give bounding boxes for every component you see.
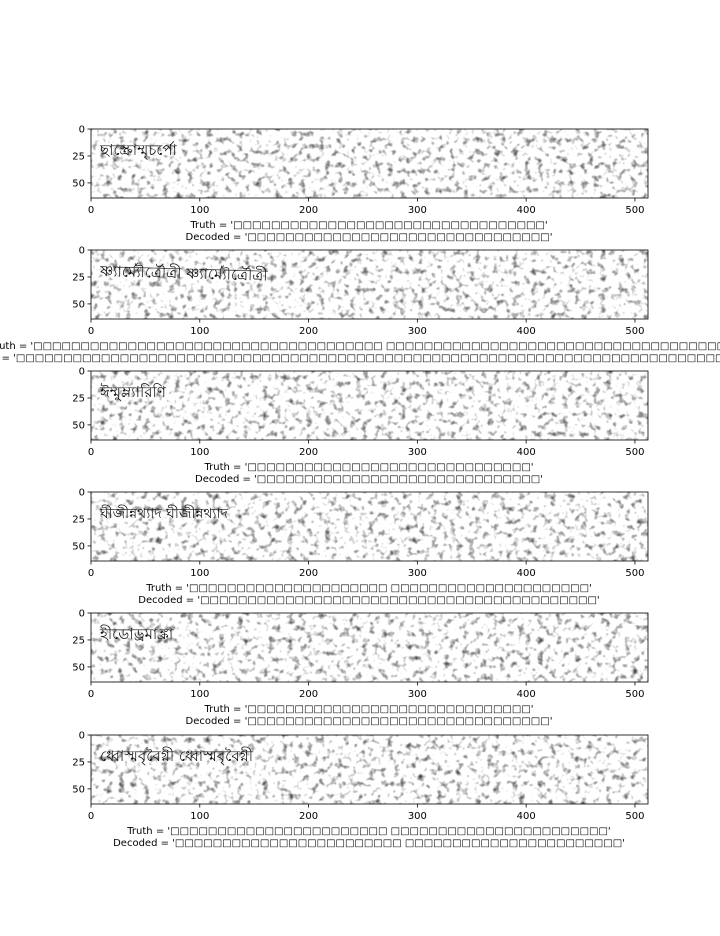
x-tick-label: 500 (625, 326, 644, 337)
x-tick-label: 100 (190, 689, 209, 700)
x-tick-label: 300 (408, 447, 427, 458)
x-tick-label: 100 (190, 326, 209, 337)
image-noise (91, 371, 648, 440)
y-tick-label: 25 (72, 272, 85, 283)
y-tick-label: 0 (79, 609, 85, 620)
axes-frame (90, 249, 649, 320)
x-tick-label: 0 (88, 326, 94, 337)
y-tick-label: 50 (72, 420, 85, 431)
y-tick-label: 0 (79, 488, 85, 499)
y-tick-label: 0 (79, 125, 85, 136)
y-tick-label: 50 (72, 662, 85, 673)
image-noise (91, 250, 648, 319)
x-tick-label: 500 (625, 205, 644, 216)
x-tick-label: 300 (408, 568, 427, 579)
x-tick-label: 500 (625, 689, 644, 700)
image-word: ধ্বোস্মবৃবৈগ্নী ধ্বোস্মবৃবৈগ্নী (100, 747, 254, 766)
x-tick-label: 300 (408, 205, 427, 216)
x-tick-label: 400 (517, 568, 536, 579)
x-tick-label: 300 (408, 689, 427, 700)
decoded-caption: Decoded = '□□□□□□□□□□□□□□□□□□□□□□□□□□□□□… (186, 232, 553, 243)
image-noise (91, 613, 648, 682)
y-tick-label: 25 (72, 635, 85, 646)
x-tick-label: 400 (517, 326, 536, 337)
x-tick-label: 0 (88, 811, 94, 822)
axes-frame (90, 734, 649, 805)
image-word: হীডোড্রমাঙ্ক্রা (99, 625, 174, 643)
axes-frame (90, 128, 649, 199)
x-tick-label: 0 (88, 205, 94, 216)
y-tick-label: 0 (79, 246, 85, 257)
x-tick-label: 100 (190, 447, 209, 458)
y-tick-label: 25 (72, 151, 85, 162)
image-word: ঈম্মুম্ল্যারিণি (99, 383, 167, 401)
y-tick-label: 25 (72, 393, 85, 404)
x-tick-label: 500 (625, 447, 644, 458)
x-tick-label: 200 (299, 689, 318, 700)
ocr-sample-panel: ছাস্ক্রোম্মৃচর্পো 0 100 200 300 400 500 0 25 50 Tr… (72, 125, 649, 243)
y-tick-label: 50 (72, 784, 85, 795)
y-tick-label: 25 (72, 514, 85, 525)
x-tick-label: 400 (517, 205, 536, 216)
truth-caption: Truth = '□□□□□□□□□□□□□□□□□□□□□ □□□□□□□□□… (145, 583, 592, 594)
x-tick-label: 500 (625, 811, 644, 822)
image-noise (91, 129, 648, 198)
x-tick-label: 0 (88, 568, 94, 579)
x-tick-label: 0 (88, 447, 94, 458)
image-noise (91, 735, 648, 804)
x-tick-label: 200 (299, 205, 318, 216)
truth-caption: Truth = '□□□□□□□□□□□□□□□□□□□□□□□□□□□□□□□… (189, 220, 547, 231)
image-word: ঘীজীন্নথ্যাদ ঘীজীন্নথ্যাদ (99, 505, 229, 522)
y-tick-label: 50 (72, 299, 85, 310)
y-tick-label: 25 (72, 757, 85, 768)
decoded-caption: Decoded = '□□□□□□□□□□□□□□□□□□□□□□□□□□□□□… (195, 474, 543, 485)
axes-frame (90, 491, 649, 562)
x-tick-label: 0 (88, 689, 94, 700)
axes-frame (90, 370, 649, 441)
truth-caption: Truth = '□□□□□□□□□□□□□□□□□□□□□□□□□□□□□□' (203, 704, 533, 715)
image-word: ছাস্ক্রোম্মৃচর্পো (99, 141, 178, 160)
truth-caption: Truth = '□□□□□□□□□□□□□□□□□□□□□□□□□□□□□□□… (0, 341, 720, 352)
decoded-caption: Decoded = '□□□□□□□□□□□□□□□□□□□□□□□□□□□□□… (0, 353, 720, 364)
x-tick-label: 100 (190, 205, 209, 216)
y-tick-label: 0 (79, 367, 85, 378)
decoded-caption: Decoded = '□□□□□□□□□□□□□□□□□□□□□□□□ □□□□… (113, 838, 625, 849)
x-tick-label: 400 (517, 447, 536, 458)
x-tick-label: 100 (190, 568, 209, 579)
ocr-sample-panel: ঘীজীন্নথ্যাদ ঘীজীন্নথ্যাদ 0 100 200 300 400 50… (72, 488, 649, 606)
x-tick-label: 200 (299, 326, 318, 337)
y-tick-label: 0 (79, 731, 85, 742)
axes-frame (90, 612, 649, 683)
ocr-sample-panel: ঈম্মুম্ল্যারিণি 0 100 200 300 400 500 0 25 50 Trut… (72, 367, 649, 485)
ocr-sample-panel: হীডোড্রমাঙ্ক্রা 0 100 200 300 400 500 0 25 50 Trut… (72, 609, 649, 727)
x-tick-label: 100 (190, 811, 209, 822)
decoded-caption: Decoded = '□□□□□□□□□□□□□□□□□□□□□□□□□□□□□… (186, 716, 553, 727)
y-tick-label: 50 (72, 541, 85, 552)
x-tick-label: 200 (299, 447, 318, 458)
x-tick-label: 400 (517, 689, 536, 700)
x-tick-label: 400 (517, 811, 536, 822)
y-tick-label: 50 (72, 178, 85, 189)
ocr-sample-panel: ষ্ণ্যার্ম্যৌর্ত্রৌত্রী ষ্ণ্যার্ম্যৌর্ত্র… (0, 246, 720, 365)
truth-caption: Truth = '□□□□□□□□□□□□□□□□□□□□□□□□□□□□□□' (203, 462, 533, 473)
decoded-caption: Decoded = '□□□□□□□□□□□□□□□□□□□□□□□□□□□□□… (138, 595, 599, 606)
ocr-sample-panel: ধ্বোস্মবৃবৈগ্নী ধ্বোস্মবৃবৈগ্নী 0 100 200 30… (72, 731, 649, 849)
x-tick-label: 500 (625, 568, 644, 579)
x-tick-label: 200 (299, 811, 318, 822)
x-tick-label: 300 (408, 811, 427, 822)
image-noise (91, 492, 648, 561)
truth-caption: Truth = '□□□□□□□□□□□□□□□□□□□□□□□ □□□□□□□… (126, 826, 610, 837)
image-word: ষ্ণ্যার্ম্যৌর্ত্রৌত্রী ষ্ণ্যার্ম্যৌর্ত্র… (99, 262, 269, 285)
x-tick-label: 200 (299, 568, 318, 579)
x-tick-label: 300 (408, 326, 427, 337)
